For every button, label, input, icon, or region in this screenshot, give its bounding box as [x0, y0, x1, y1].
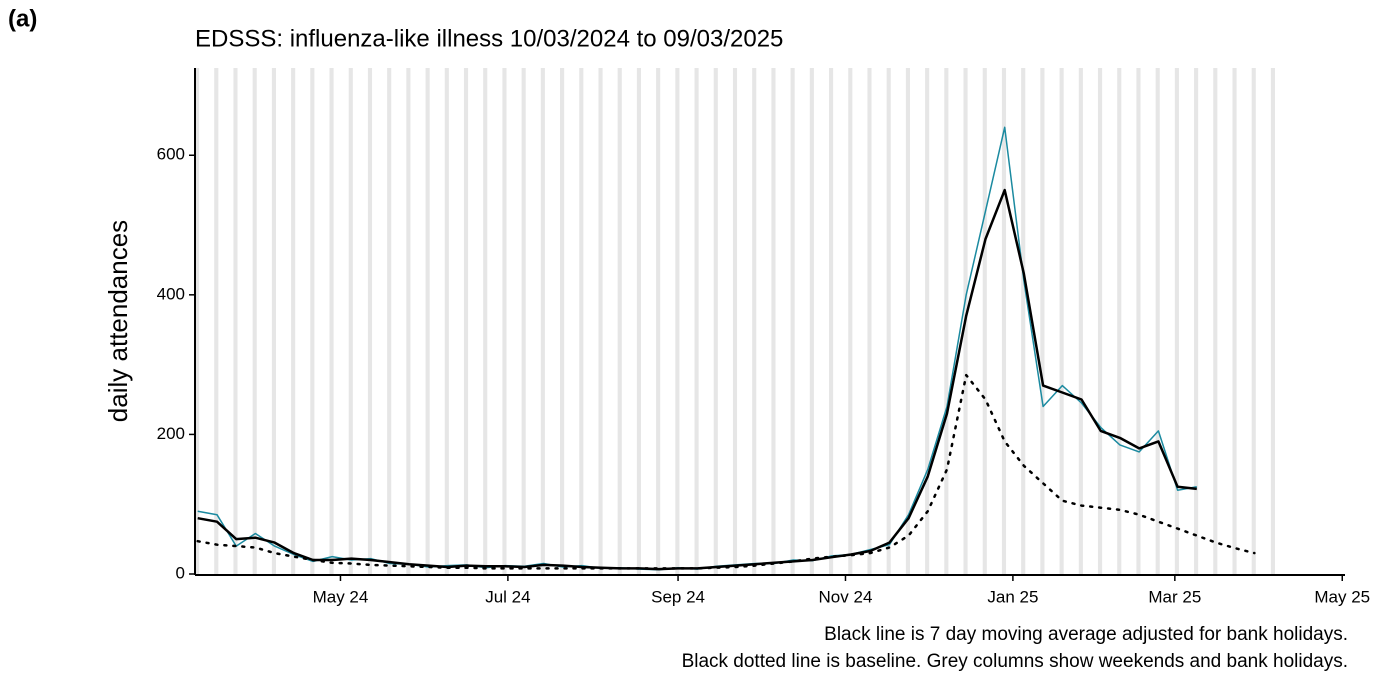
weekend-column: [406, 68, 411, 574]
y-tick-label: 200: [157, 424, 185, 443]
weekend-column: [483, 68, 488, 574]
y-tick-label: 400: [157, 284, 185, 303]
weekend-column: [982, 68, 987, 574]
weekend-column: [1059, 68, 1064, 574]
weekend-column: [214, 68, 219, 574]
weekend-column: [1155, 68, 1160, 574]
weekend-column: [1194, 68, 1199, 574]
weekend-column: [675, 68, 680, 574]
weekend-column: [1251, 68, 1256, 574]
weekend-column: [829, 68, 834, 574]
weekend-column: [560, 68, 565, 574]
weekend-column: [463, 68, 469, 574]
weekend-column: [867, 68, 872, 574]
weekend-column: [1078, 68, 1083, 574]
weekend-column: [310, 68, 315, 574]
x-tick-label: Nov 24: [819, 587, 873, 606]
weekend-column: [790, 68, 795, 574]
x-tick-label: May 25: [1314, 587, 1370, 606]
weekend-column: [1232, 68, 1237, 574]
series-line: [196, 373, 1256, 570]
x-tick-label: May 24: [313, 587, 369, 606]
x-tick-label: Sep 24: [651, 587, 705, 606]
weekend-column: [732, 68, 738, 574]
weekend-column: [636, 68, 642, 574]
weekend-column: [444, 68, 449, 574]
weekend-column: [540, 68, 545, 574]
weekend-column: [425, 68, 430, 574]
note: Black dotted line is baseline. Grey colu…: [682, 651, 1348, 672]
weekend-column: [1040, 68, 1045, 574]
weekend-column: [1174, 68, 1179, 574]
weekend-column: [195, 68, 200, 574]
y-axis-label: daily attendances: [103, 220, 133, 422]
weekend-column: [1117, 68, 1122, 574]
weekend-column: [809, 68, 814, 574]
weekend-column: [1270, 68, 1276, 574]
series-line: [197, 188, 1197, 571]
x-tick-label: Jul 24: [485, 587, 530, 606]
weekend-column: [694, 68, 699, 574]
weekend-column: [233, 68, 238, 574]
weekend-column: [1001, 68, 1007, 574]
weekend-column: [886, 68, 891, 574]
weekend-column: [944, 68, 949, 574]
note: Black line is 7 day moving average adjus…: [824, 624, 1348, 645]
x-tick-label: Jan 25: [987, 587, 1038, 606]
x-tick-label: Mar 25: [1148, 587, 1201, 606]
weekend-column: [713, 68, 718, 574]
weekend-column: [252, 68, 257, 574]
weekend-column: [905, 68, 910, 574]
chart-title: EDSSS: influenza-like illness 10/03/2024…: [195, 25, 783, 52]
weekend-column: [752, 68, 757, 574]
y-tick-label: 0: [176, 563, 185, 582]
weekend-column: [367, 68, 373, 574]
weekend-column: [925, 68, 930, 574]
weekend-column: [1136, 68, 1141, 574]
weekend-column: [656, 68, 661, 574]
weekend-column: [271, 68, 276, 574]
y-tick-label: 600: [157, 145, 185, 164]
weekend-column: [1213, 68, 1218, 574]
weekend-column: [579, 68, 584, 574]
weekend-column: [387, 68, 392, 574]
weekend-column: [291, 68, 296, 574]
weekend-column: [329, 68, 334, 574]
weekend-column: [348, 68, 353, 574]
weekend-column: [1021, 68, 1026, 574]
weekend-column: [502, 68, 507, 574]
weekend-column: [617, 68, 622, 574]
weekend-column: [1097, 68, 1103, 574]
weekend-column: [771, 68, 776, 574]
weekend-column: [598, 68, 603, 574]
panel-label: (a): [8, 5, 37, 32]
weekend-column: [521, 68, 526, 574]
weekend-column: [848, 68, 853, 574]
